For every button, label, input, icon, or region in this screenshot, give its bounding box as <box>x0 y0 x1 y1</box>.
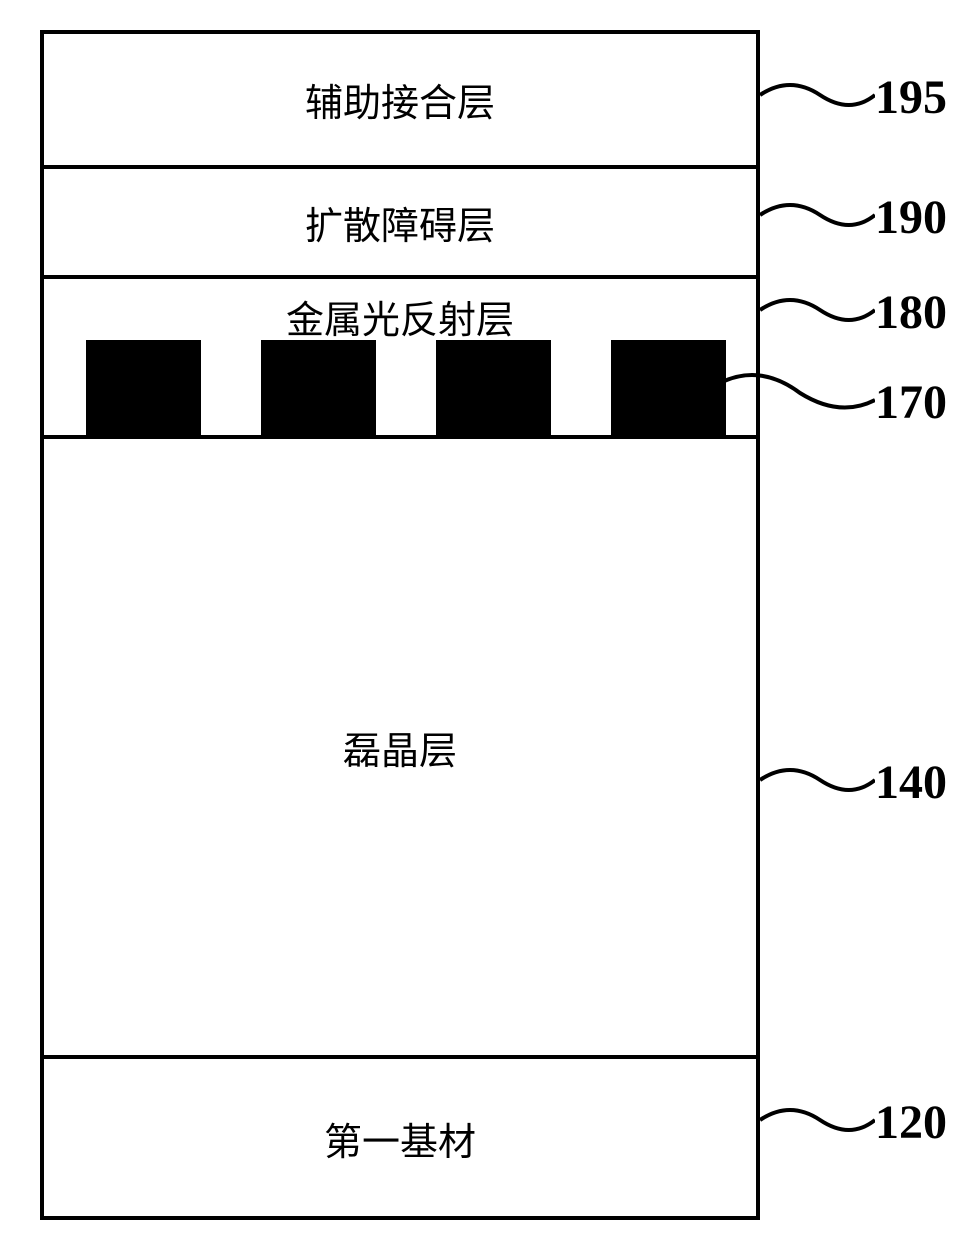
layer-120: 第一基材 <box>44 1059 756 1217</box>
layer-195: 辅助接合层 <box>44 34 756 169</box>
connector-190 <box>760 190 875 240</box>
layer-180: 金属光反射层 <box>44 279 756 439</box>
layer-140: 磊晶层 <box>44 439 756 1059</box>
block-170 <box>86 340 201 435</box>
connector-170 <box>720 368 875 428</box>
layer-120-label: 第一基材 <box>324 1111 476 1166</box>
layer-140-label: 磊晶层 <box>343 720 457 775</box>
diagram-container: 辅助接合层 扩散障碍层 金属光反射层 磊晶层 <box>20 20 977 1230</box>
block-170 <box>611 340 726 435</box>
annotation-190: 190 <box>875 190 947 245</box>
annotation-180: 180 <box>875 285 947 340</box>
block-170 <box>436 340 551 435</box>
layer-195-label: 辅助接合层 <box>305 72 495 127</box>
connector-120 <box>760 1095 875 1145</box>
annotation-170: 170 <box>875 375 947 430</box>
diagram-box: 辅助接合层 扩散障碍层 金属光反射层 磊晶层 <box>40 30 760 1220</box>
annotation-120: 120 <box>875 1095 947 1150</box>
embedded-blocks-170 <box>44 340 756 435</box>
connector-140 <box>760 755 875 805</box>
connector-180 <box>760 285 875 335</box>
connector-195 <box>760 70 875 120</box>
block-170 <box>261 340 376 435</box>
layer-180-label: 金属光反射层 <box>286 289 514 344</box>
layer-190: 扩散障碍层 <box>44 169 756 279</box>
annotation-195: 195 <box>875 70 947 125</box>
layer-190-label: 扩散障碍层 <box>305 195 495 250</box>
annotation-140: 140 <box>875 755 947 810</box>
